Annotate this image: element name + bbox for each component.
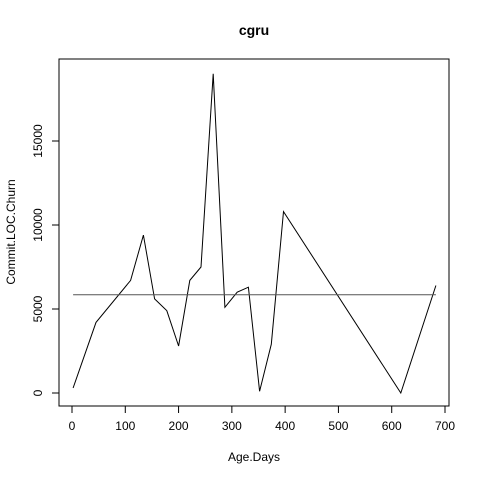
series-line-churn bbox=[72, 73, 437, 395]
chart-title: cgru bbox=[239, 22, 269, 38]
x-tick-label: 0 bbox=[69, 419, 76, 433]
x-tick-label: 500 bbox=[328, 419, 348, 433]
y-axis-label: Commit.LOC.Churn bbox=[4, 179, 18, 284]
x-tick-label: 300 bbox=[222, 419, 242, 433]
y-axis: 0 5000 10000 15000 bbox=[31, 124, 60, 396]
x-axis: 0 100 200 300 400 500 600 700 bbox=[69, 405, 455, 433]
x-tick-label: 600 bbox=[382, 419, 402, 433]
series-layer bbox=[72, 73, 437, 395]
x-tick-label: 200 bbox=[169, 419, 189, 433]
y-tick-label: 10000 bbox=[31, 208, 45, 242]
x-tick-label: 100 bbox=[115, 419, 135, 433]
x-tick-label: 700 bbox=[435, 419, 455, 433]
y-tick-label: 0 bbox=[31, 389, 45, 396]
plot-frame bbox=[58, 58, 450, 407]
y-tick-label: 15000 bbox=[31, 124, 45, 158]
x-axis-label: Age.Days bbox=[228, 450, 280, 464]
x-tick-label: 400 bbox=[275, 419, 295, 433]
y-tick-label: 5000 bbox=[31, 295, 45, 322]
